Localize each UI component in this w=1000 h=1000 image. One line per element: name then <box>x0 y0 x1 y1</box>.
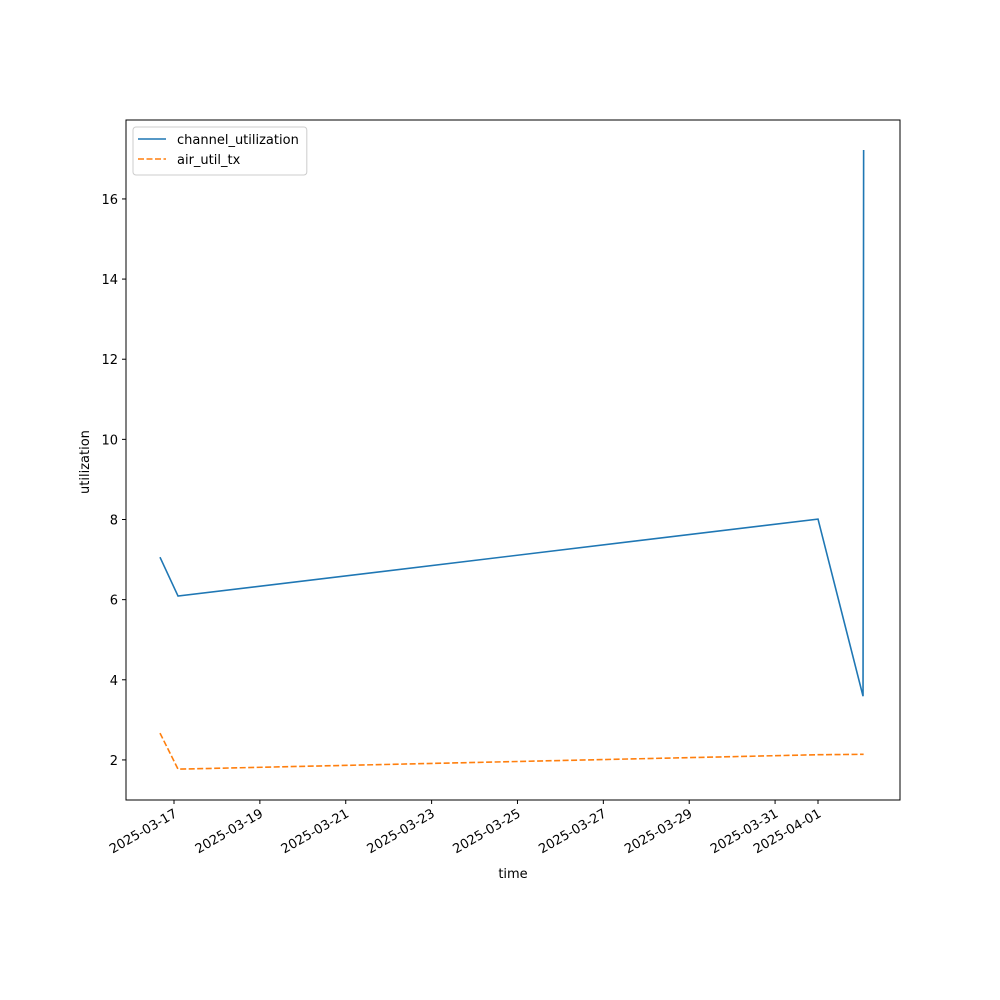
legend-label: channel_utilization <box>177 133 299 148</box>
y-tick-label: 16 <box>101 193 118 208</box>
legend-label: air_util_tx <box>177 153 241 168</box>
y-tick-label: 14 <box>101 273 118 288</box>
legend-box <box>132 126 308 176</box>
y-tick-label: 12 <box>101 353 118 368</box>
y-tick-label: 8 <box>110 514 118 529</box>
series-line <box>159 150 865 697</box>
y-tick-label: 2 <box>110 754 118 769</box>
y-axis-label: utilization <box>78 430 93 494</box>
plot-frame <box>125 119 901 801</box>
legend: channel_utilization air_util_tx <box>132 126 308 176</box>
series-line <box>159 732 864 770</box>
y-tick-label: 6 <box>110 594 118 609</box>
y-tick-label: 4 <box>110 674 118 689</box>
y-tick-label: 10 <box>101 433 118 448</box>
x-axis-label: time <box>498 867 527 882</box>
